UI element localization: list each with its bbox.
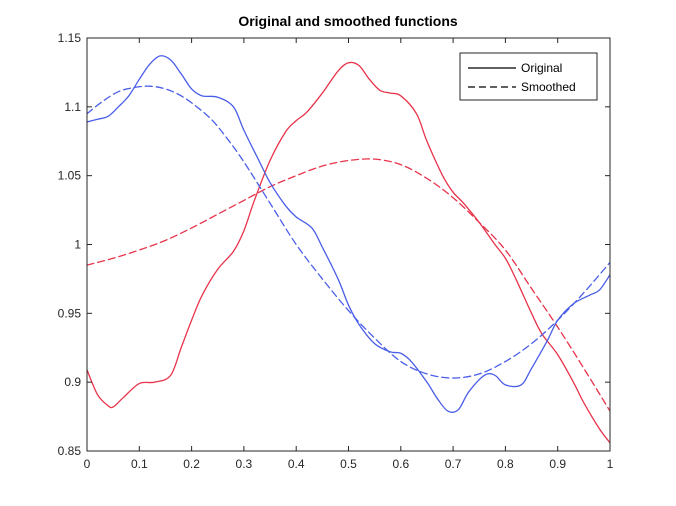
x-tick-label: 0.2 [183, 457, 200, 471]
y-tick-label: 0.95 [58, 306, 82, 320]
series-line-3-solid [87, 55, 610, 413]
x-tick-label: 1 [607, 457, 614, 471]
x-tick-label: 0 [84, 457, 91, 471]
x-tick-label: 0.3 [236, 457, 253, 471]
x-tick-label: 0.6 [392, 457, 409, 471]
y-tick-label: 1.15 [58, 31, 82, 45]
legend-box [459, 52, 598, 101]
x-axis: 0 0.1 0.2 0.3 0.4 0.5 0.6 0.7 0.8 0.9 1 [84, 38, 614, 471]
series-line-4-dashed [87, 85, 610, 379]
x-tick-label: 0.8 [497, 457, 514, 471]
y-axis: 0.85 0.9 0.95 1 1.05 1.1 1.15 [58, 31, 610, 458]
y-tick-label: 1.05 [58, 169, 82, 183]
y-tick-label: 0.85 [58, 444, 82, 458]
legend-label-original: Original [521, 61, 562, 75]
y-tick-label: 1 [74, 238, 81, 252]
chart-title: Original and smoothed functions [238, 13, 458, 29]
plot-area: 0 0.1 0.2 0.3 0.4 0.5 0.6 0.7 0.8 0.9 1 0.85 0.9 0.9… [58, 31, 614, 471]
legend-label-smoothed: Smoothed [521, 80, 576, 94]
series-line-2-dashed [87, 158, 610, 412]
x-tick-label: 0.1 [131, 457, 148, 471]
legend: Original Smoothed [459, 52, 598, 101]
y-tick-label: 1.1 [64, 100, 81, 114]
x-tick-label: 0.7 [445, 457, 462, 471]
y-tick-label: 0.9 [64, 375, 81, 389]
series-layer [87, 55, 610, 444]
x-tick-label: 0.4 [288, 457, 305, 471]
series-line-1-solid [87, 61, 610, 444]
plot-background [87, 38, 610, 451]
x-tick-label: 0.9 [549, 457, 566, 471]
x-tick-label: 0.5 [340, 457, 357, 471]
